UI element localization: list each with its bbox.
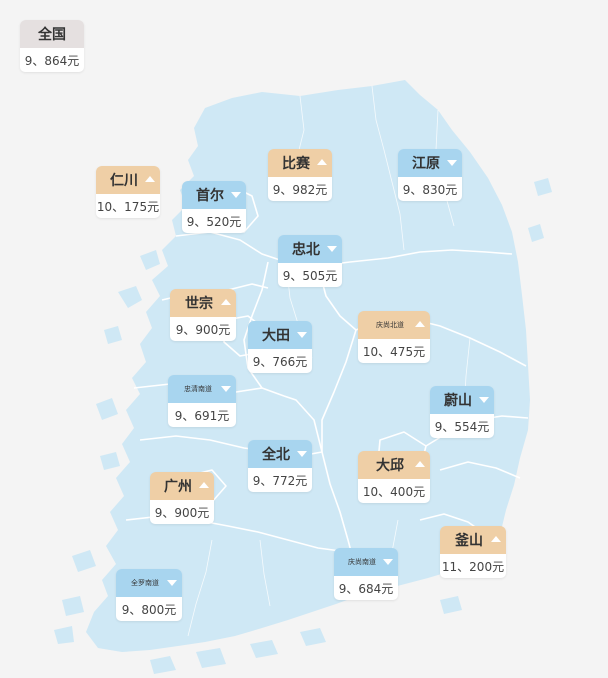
- triangle-down-icon: [327, 246, 337, 252]
- region-price: 9、800元: [116, 597, 182, 621]
- southern-islands: [150, 596, 462, 674]
- western-islands: [54, 250, 160, 644]
- region-price: 10、475元: [358, 339, 430, 363]
- region-label-chungnam: 忠清南道 9、691元: [168, 375, 236, 427]
- region-name: 首尔: [182, 181, 246, 209]
- region-label-gangwon: 江原 9、830元: [398, 149, 462, 201]
- region-label-jeonbuk: 全北 9、772元: [248, 440, 312, 492]
- region-label-gyeonggi: 比赛 9、982元: [268, 149, 332, 201]
- region-name: 世宗: [170, 289, 236, 317]
- region-label-chungbuk: 忠北 9、505元: [278, 235, 342, 287]
- region-name-text: 庆尚北道: [376, 321, 404, 329]
- region-price: 9、900元: [150, 500, 214, 524]
- triangle-up-icon: [415, 461, 425, 467]
- region-name-text: 世宗: [185, 296, 213, 312]
- triangle-up-icon: [317, 159, 327, 165]
- region-price: 9、982元: [268, 177, 332, 201]
- region-name: 江原: [398, 149, 462, 177]
- region-price: 9、830元: [398, 177, 462, 201]
- region-name-text: 釜山: [455, 533, 483, 549]
- region-price: 9、772元: [248, 468, 312, 492]
- region-name: 全北: [248, 440, 312, 468]
- region-name: 釜山: [440, 526, 506, 554]
- region-label-daegu: 大邱 10、400元: [358, 451, 430, 503]
- region-name: 大田: [248, 321, 312, 349]
- region-price: 9、554元: [430, 414, 494, 438]
- region-price: 9、900元: [170, 317, 236, 341]
- region-label-gyeongnam: 庆尚南道 9、684元: [334, 548, 398, 600]
- region-label-sejong: 世宗 9、900元: [170, 289, 236, 341]
- region-name: 蔚山: [430, 386, 494, 414]
- region-label-ulsan: 蔚山 9、554元: [430, 386, 494, 438]
- triangle-down-icon: [297, 332, 307, 338]
- region-name: 仁川: [96, 166, 160, 194]
- region-price: 11、200元: [440, 554, 506, 578]
- region-name-text: 比赛: [282, 156, 310, 172]
- triangle-down-icon: [479, 397, 489, 403]
- region-name-text: 忠清南道: [184, 385, 212, 393]
- region-name: 忠清南道: [168, 375, 236, 403]
- region-price: 9、766元: [248, 349, 312, 373]
- triangle-down-icon: [383, 559, 393, 565]
- triangle-up-icon: [199, 482, 209, 488]
- national-label: 全国 9、864元: [20, 20, 84, 72]
- region-name: 忠北: [278, 235, 342, 263]
- triangle-up-icon: [221, 299, 231, 305]
- region-name: 比赛: [268, 149, 332, 177]
- region-name-text: 大田: [262, 328, 290, 344]
- region-price: 10、400元: [358, 479, 430, 503]
- triangle-down-icon: [297, 451, 307, 457]
- region-name-text: 全北: [262, 447, 290, 463]
- region-name-text: 蔚山: [444, 393, 472, 409]
- triangle-down-icon: [231, 192, 241, 198]
- eastern-islands: [528, 178, 552, 242]
- triangle-down-icon: [221, 386, 231, 392]
- region-price: 9、505元: [278, 263, 342, 287]
- region-label-incheon: 仁川 10、175元: [96, 166, 160, 218]
- region-name-text: 庆尚南道: [348, 558, 376, 566]
- region-price: 10、175元: [96, 194, 160, 218]
- region-name: 庆尚南道: [334, 548, 398, 576]
- region-name-text: 全罗南道: [131, 579, 159, 587]
- region-name-text: 首尔: [196, 188, 224, 204]
- region-label-busan: 釜山 11、200元: [440, 526, 506, 578]
- region-name: 大邱: [358, 451, 430, 479]
- region-name-text: 广州: [164, 479, 192, 495]
- region-name: 庆尚北道: [358, 311, 430, 339]
- national-name: 全国: [20, 20, 84, 48]
- triangle-down-icon: [167, 580, 177, 586]
- region-price: 9、520元: [182, 209, 246, 233]
- triangle-up-icon: [415, 321, 425, 327]
- region-label-seoul: 首尔 9、520元: [182, 181, 246, 233]
- region-name-text: 大邱: [376, 458, 404, 474]
- triangle-down-icon: [447, 160, 457, 166]
- region-label-gwangju: 广州 9、900元: [150, 472, 214, 524]
- region-name: 全罗南道: [116, 569, 182, 597]
- region-name-text: 忠北: [292, 242, 320, 258]
- region-name: 广州: [150, 472, 214, 500]
- region-price: 9、684元: [334, 576, 398, 600]
- triangle-up-icon: [145, 176, 155, 182]
- region-name-text: 仁川: [110, 173, 138, 189]
- region-name-text: 江原: [412, 156, 440, 172]
- national-price: 9、864元: [20, 48, 84, 72]
- region-price: 9、691元: [168, 403, 236, 427]
- region-label-gyeongbuk: 庆尚北道 10、475元: [358, 311, 430, 363]
- triangle-up-icon: [491, 536, 501, 542]
- region-label-jeonnam: 全罗南道 9、800元: [116, 569, 182, 621]
- region-label-daejeon: 大田 9、766元: [248, 321, 312, 373]
